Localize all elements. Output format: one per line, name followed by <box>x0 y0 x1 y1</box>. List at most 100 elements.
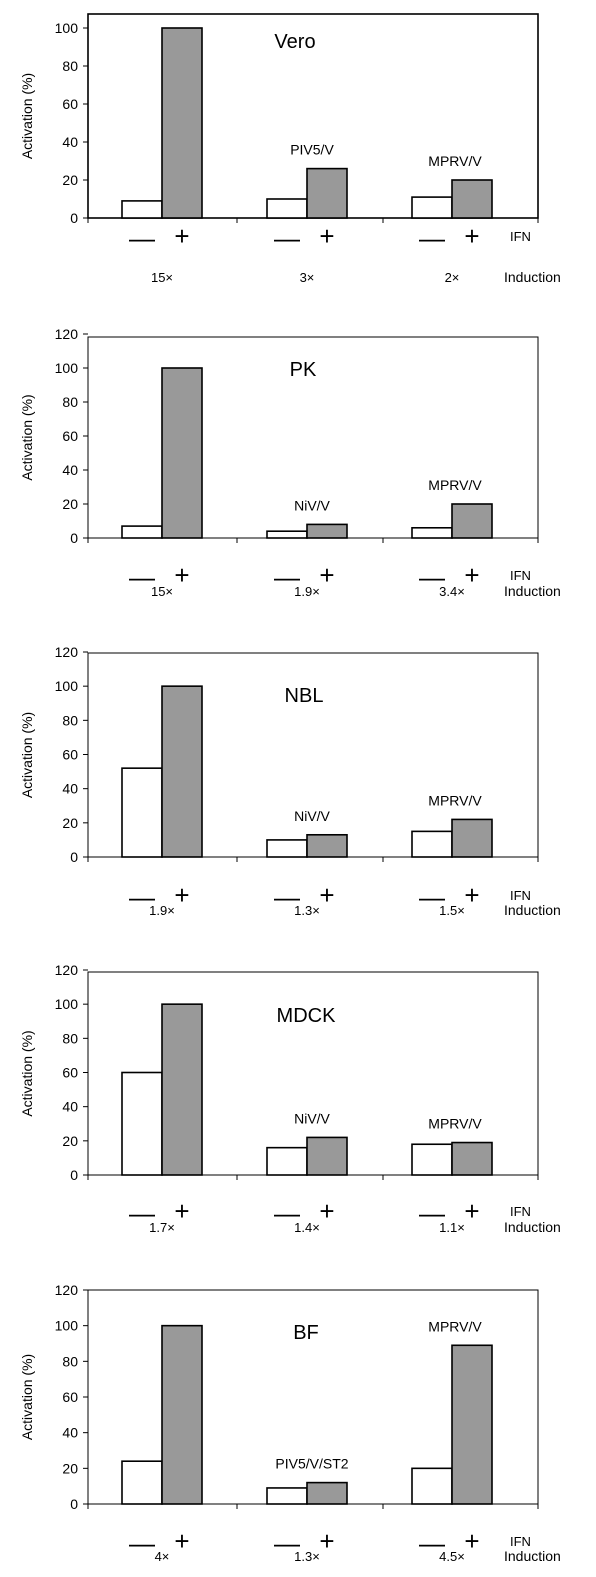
bar-plus-ifn <box>451 818 493 858</box>
y-tick-label: 120 <box>55 326 79 342</box>
y-tick-label: 40 <box>62 1425 78 1441</box>
bar-plus-ifn <box>161 1324 203 1505</box>
minus-ifn-symbol: — <box>274 562 300 592</box>
minus-ifn-symbol: — <box>274 223 300 253</box>
bar-minus-ifn <box>121 1071 163 1176</box>
bar-minus-ifn <box>121 767 163 858</box>
bar-plus-ifn <box>306 167 348 219</box>
plus-ifn-symbol: + <box>174 560 189 590</box>
panel-title: Vero <box>274 31 315 53</box>
induction-label: Induction <box>504 1548 561 1564</box>
bar-plus-ifn <box>161 685 203 858</box>
panel-title: MDCK <box>277 1005 337 1027</box>
y-tick-label: 40 <box>62 134 78 150</box>
bar-plus-ifn <box>161 367 203 539</box>
bar-minus-ifn <box>266 839 308 858</box>
panel-title: BF <box>293 1322 319 1344</box>
fold-induction: 1.4× <box>294 1220 320 1235</box>
bar-plus-ifn <box>451 503 493 539</box>
y-tick-label: 20 <box>62 1133 78 1149</box>
fold-induction: 3.4× <box>439 584 465 599</box>
bar-plus-ifn <box>306 1481 348 1505</box>
panel-title: PK <box>290 359 317 381</box>
y-tick-label: 120 <box>55 1282 79 1298</box>
minus-ifn-symbol: — <box>129 562 155 592</box>
y-axis-label: Activation (%) <box>19 1030 35 1116</box>
minus-ifn-symbol: — <box>129 1528 155 1558</box>
y-tick-label: 80 <box>62 1353 78 1369</box>
y-tick-label: 80 <box>62 712 78 728</box>
y-tick-label: 100 <box>55 1318 79 1334</box>
fold-induction: 1.9× <box>149 903 175 918</box>
y-tick-label: 0 <box>70 849 78 865</box>
y-tick-label: 40 <box>62 781 78 797</box>
bar-minus-ifn <box>266 198 308 219</box>
bar-minus-ifn <box>121 200 163 219</box>
y-tick-label: 100 <box>55 678 79 694</box>
minus-ifn-symbol: — <box>419 882 445 912</box>
plus-ifn-symbol: + <box>464 560 479 590</box>
bar-minus-ifn <box>411 526 453 539</box>
bar-plus-ifn <box>451 179 493 219</box>
y-axis-label: Activation (%) <box>19 73 35 159</box>
y-tick-label: 40 <box>62 1099 78 1115</box>
bar-minus-ifn <box>266 530 308 539</box>
construct-label: PIV5/V <box>290 142 334 158</box>
construct-label: NiV/V <box>294 808 330 824</box>
minus-ifn-symbol: — <box>419 1198 445 1228</box>
construct-label: MPRV/V <box>428 1116 482 1132</box>
bar-plus-ifn <box>161 27 203 219</box>
bar-minus-ifn <box>266 1487 308 1505</box>
ifn-label: IFN <box>510 568 531 583</box>
panel-title: NBL <box>285 685 324 707</box>
y-tick-label: 120 <box>55 962 79 978</box>
plus-ifn-symbol: + <box>464 221 479 251</box>
y-tick-label: 80 <box>62 58 78 74</box>
y-tick-label: 20 <box>62 172 78 188</box>
fold-induction: 1.3× <box>294 903 320 918</box>
plus-ifn-symbol: + <box>464 1526 479 1556</box>
y-axis-label: Activation (%) <box>19 1354 35 1440</box>
plus-ifn-symbol: + <box>319 1196 334 1226</box>
minus-ifn-symbol: — <box>274 1198 300 1228</box>
minus-ifn-symbol: — <box>419 1528 445 1558</box>
plus-ifn-symbol: + <box>319 221 334 251</box>
y-tick-label: 80 <box>62 394 78 410</box>
bar-plus-ifn <box>451 1344 493 1505</box>
plus-ifn-symbol: + <box>319 880 334 910</box>
y-tick-label: 60 <box>62 96 78 112</box>
construct-label: MPRV/V <box>428 792 482 808</box>
fold-induction: 15× <box>151 584 173 599</box>
bar-minus-ifn <box>121 525 163 539</box>
y-axis-label: Activation (%) <box>19 394 35 480</box>
minus-ifn-symbol: — <box>129 223 155 253</box>
y-tick-label: 60 <box>62 1389 78 1405</box>
fold-induction: 4.5× <box>439 1549 465 1564</box>
construct-label: PIV5/V/ST2 <box>275 1456 348 1472</box>
minus-ifn-symbol: — <box>419 562 445 592</box>
plus-ifn-symbol: + <box>319 1526 334 1556</box>
y-axis-label: Activation (%) <box>19 712 35 798</box>
y-tick-label: 100 <box>55 20 79 36</box>
fold-induction: 1.1× <box>439 1220 465 1235</box>
minus-ifn-symbol: — <box>274 882 300 912</box>
minus-ifn-symbol: — <box>129 1198 155 1228</box>
bar-minus-ifn <box>411 196 453 219</box>
fold-induction: 1.7× <box>149 1220 175 1235</box>
bar-minus-ifn <box>411 830 453 858</box>
y-tick-label: 0 <box>70 210 78 226</box>
y-tick-label: 60 <box>62 747 78 763</box>
induction-label: Induction <box>504 1219 561 1235</box>
y-tick-label: 0 <box>70 1167 78 1183</box>
bar-minus-ifn <box>266 1146 308 1176</box>
ifn-label: IFN <box>510 1204 531 1219</box>
fold-induction: 1.9× <box>294 584 320 599</box>
induction-label: Induction <box>504 583 561 599</box>
fold-induction: 3× <box>300 270 315 285</box>
minus-ifn-symbol: — <box>129 882 155 912</box>
fold-induction: 15× <box>151 270 173 285</box>
plus-ifn-symbol: + <box>174 221 189 251</box>
plus-ifn-symbol: + <box>174 1196 189 1226</box>
ifn-label: IFN <box>510 888 531 903</box>
induction-label: Induction <box>504 902 561 918</box>
